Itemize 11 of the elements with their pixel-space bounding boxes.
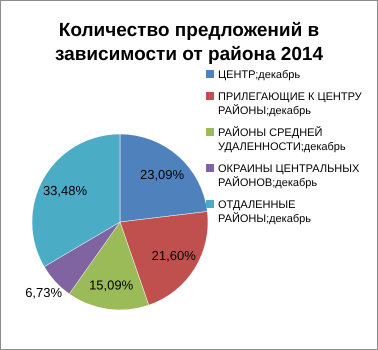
legend-label: РАЙОНЫ СРЕДНЕЙ УДАЛЕННОСТИ;декабрь: [218, 126, 346, 153]
legend-label: ОТДАЛЕННЫЕ РАЙОНЫ;декабрь: [218, 199, 312, 225]
data-label: 15,09%: [89, 277, 134, 292]
legend-label: ПРИЛЕГАЮЩИЕ К ЦЕНТРУ РАЙОНЫ;декабрь: [218, 91, 363, 117]
data-label: 33,48%: [42, 183, 88, 198]
legend-label: ОКРАИНЫ ЦЕНТРАЛЬНЫХ РАЙОНОВ;декабрь: [218, 163, 360, 189]
data-label: 21,60%: [152, 248, 196, 264]
data-label: 6,73%: [25, 284, 62, 300]
data-label: 23,09%: [140, 167, 185, 182]
chart-title: Количество предложений в зависимости от района 2014: [54, 20, 324, 65]
legend-label: ЦЕНТР;декабрь: [218, 69, 300, 81]
